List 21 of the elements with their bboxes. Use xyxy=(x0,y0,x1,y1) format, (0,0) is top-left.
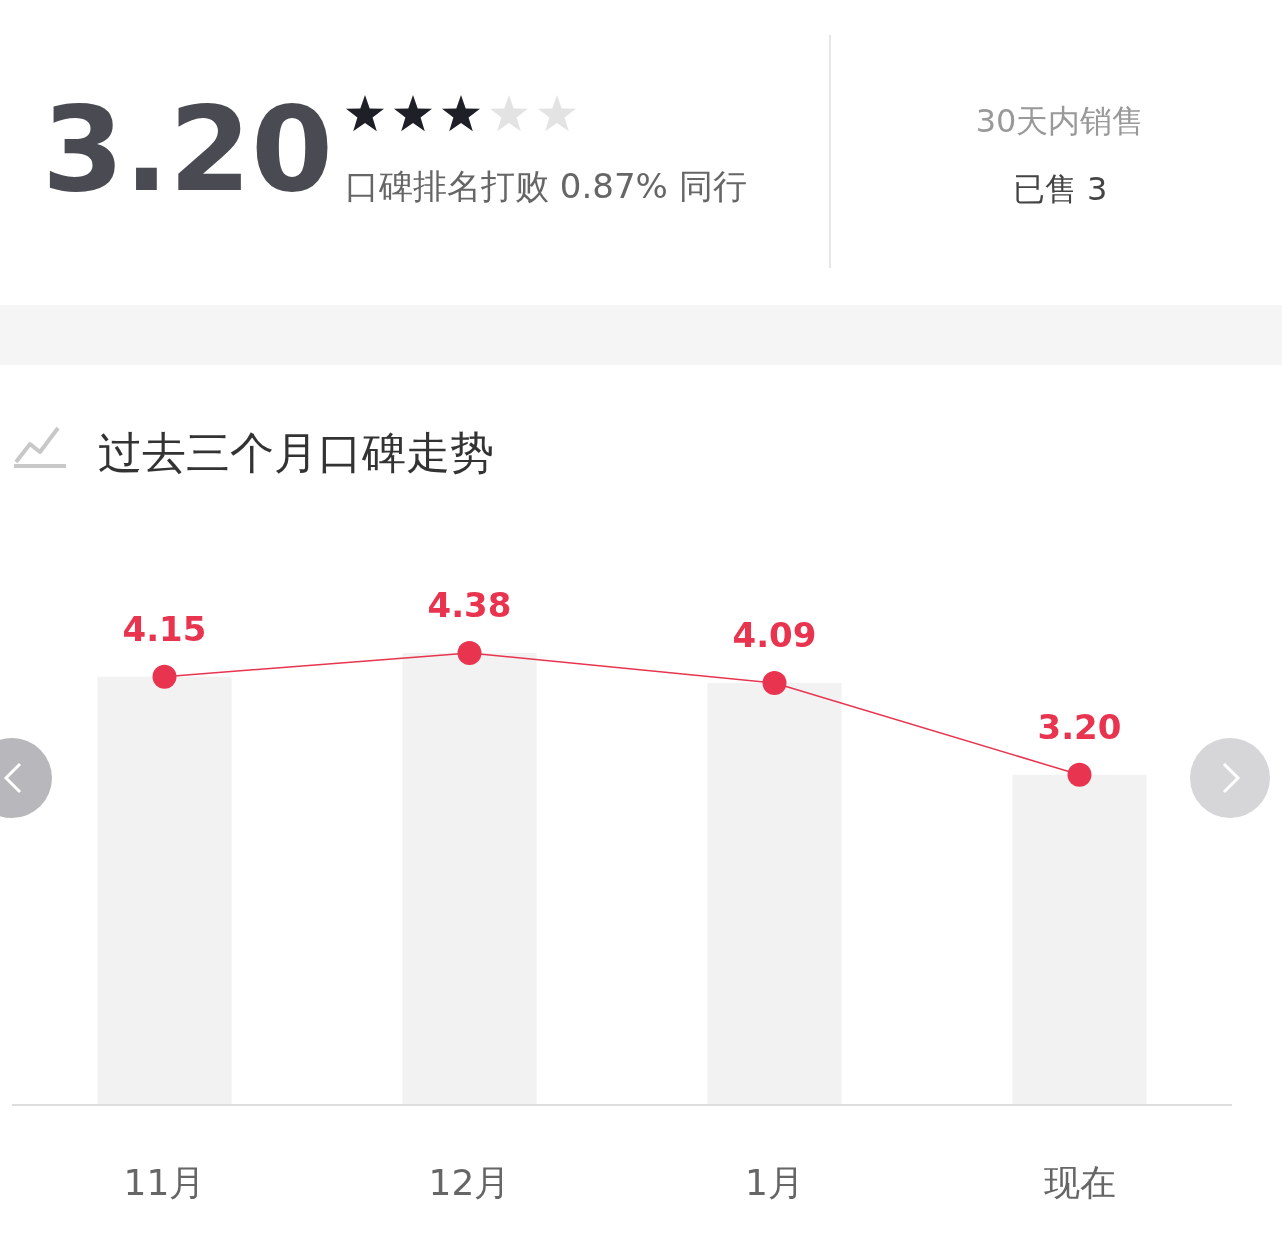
data-label: 4.15 xyxy=(122,608,207,649)
text: 30天内销售 xyxy=(975,102,1145,140)
x-tick-label: 11月 xyxy=(123,1162,206,1203)
data-label: 3.20 xyxy=(1037,706,1122,747)
point xyxy=(1067,762,1092,787)
chart-title: 过去三个月口碑走势 xyxy=(98,427,494,478)
point xyxy=(762,670,787,695)
data-label: 4.09 xyxy=(732,614,817,655)
bar xyxy=(707,682,842,1105)
text: 已售 3 xyxy=(1012,170,1108,208)
bar xyxy=(1012,774,1147,1105)
point xyxy=(152,664,177,689)
x-tick-label: 现在 xyxy=(1043,1162,1116,1203)
text: 3.20 xyxy=(42,80,334,218)
x-tick-label: 1月 xyxy=(745,1162,804,1203)
bar xyxy=(402,653,537,1105)
text: 口碑排名打败 0.87% 同行 xyxy=(345,166,747,206)
point xyxy=(457,641,482,665)
data-label: 4.38 xyxy=(427,585,512,625)
x-tick-label: 12月 xyxy=(428,1162,511,1203)
bar xyxy=(97,676,232,1105)
